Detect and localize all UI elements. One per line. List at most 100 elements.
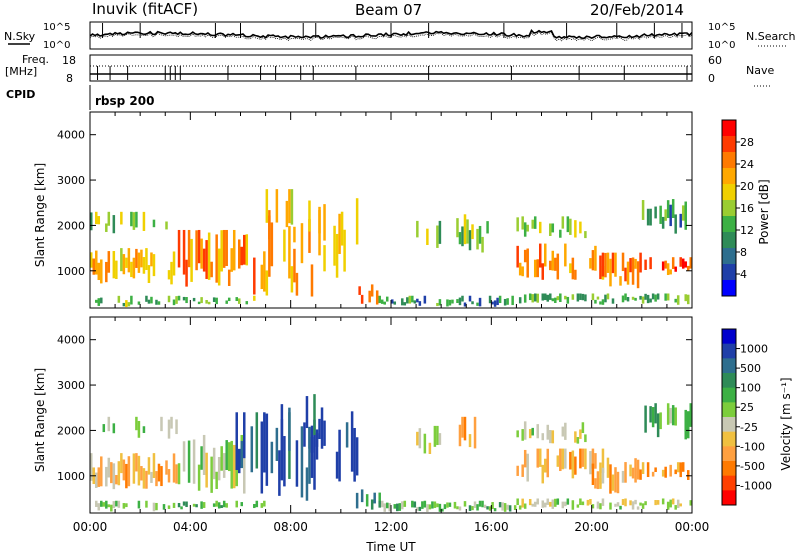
range-gate-cell [318, 418, 321, 440]
range-gate-cell [581, 448, 585, 467]
range-gate-cell [541, 433, 545, 441]
range-gate-cell [115, 260, 118, 280]
range-gate-cell [107, 211, 111, 226]
range-gate-cell [526, 453, 529, 482]
range-gate-cell [207, 232, 211, 280]
range-gate-cell [358, 286, 361, 295]
range-gate-cell [674, 214, 677, 234]
range-gate-cell [127, 248, 131, 273]
range-gate-cell [671, 257, 675, 269]
x-tick-label: 20:00 [574, 520, 609, 534]
range-gate-cell [476, 228, 479, 250]
range-gate-cell [676, 499, 680, 508]
range-gate-cell [556, 455, 560, 467]
range-gate-cell [526, 248, 529, 278]
range-gate-cell [110, 504, 113, 512]
range-gate-cell [624, 267, 627, 282]
range-gate-cell [225, 300, 228, 304]
range-gate-cell [443, 504, 447, 510]
x-tick-label: 00:00 [73, 520, 108, 534]
range-gate-cell [300, 426, 304, 498]
range-gate-cell [197, 229, 201, 264]
range-gate-cell [531, 294, 534, 303]
range-gate-cell [115, 475, 118, 485]
range-gate-cell [448, 299, 452, 306]
colorbar-frame [721, 328, 737, 506]
range-gate-cell [629, 464, 632, 477]
range-gate-cell [167, 270, 171, 280]
range-gate-cell [451, 299, 454, 304]
range-gate-cell [676, 462, 680, 473]
range-gate-cell [105, 500, 108, 509]
range-gate-cell [491, 502, 494, 510]
range-gate-cell [318, 206, 321, 256]
range-gate-cell [671, 498, 675, 505]
range-gate-cell [170, 261, 173, 285]
x-tick-label: 16:00 [474, 520, 509, 534]
range-gate-cell [323, 245, 326, 272]
range-gate-cell [370, 284, 374, 297]
range-gate-cell [644, 259, 647, 270]
range-gate-cell [142, 211, 146, 231]
nsearch-label: N.Search [746, 30, 796, 43]
power-ylabel: Slant Range [km] [33, 163, 47, 267]
colorbar-swatch [722, 264, 736, 281]
range-gate-cell [681, 205, 685, 221]
range-gate-cell [526, 224, 529, 232]
range-gate-cell [245, 301, 249, 305]
nsearch-tick-top: 10^5 [708, 22, 735, 33]
range-gate-cell [521, 464, 524, 477]
range-gate-cell [491, 301, 494, 305]
range-gate-cell [140, 466, 143, 481]
range-gate-cell [350, 411, 354, 472]
range-gate-cell [167, 505, 171, 509]
range-gate-cell [215, 500, 218, 507]
range-gate-cell [644, 293, 647, 300]
range-gate-cell [142, 468, 146, 489]
range-gate-cell [466, 219, 469, 244]
range-gate-cell [288, 226, 291, 279]
range-gate-cell [486, 506, 489, 510]
range-gate-cell [255, 412, 259, 469]
range-gate-cell [308, 200, 311, 232]
range-gate-cell [471, 506, 474, 511]
colorbar-tick-label: -100 [740, 440, 765, 453]
colorbar-swatch [722, 461, 736, 477]
range-gate-cell [436, 503, 439, 508]
range-gate-cell [463, 214, 467, 245]
range-gate-cell [433, 501, 437, 508]
range-gate-cell [523, 294, 527, 303]
power-colorbar: 28 24 20 16 12 8 4 [721, 119, 754, 297]
range-gate-cell [589, 451, 592, 475]
range-gate-cell [654, 403, 657, 424]
range-gate-cell [549, 223, 552, 236]
range-gate-cell [182, 229, 186, 275]
range-gate-cell [601, 448, 605, 473]
range-gate-cell [576, 293, 580, 302]
range-gate-cell [185, 259, 188, 287]
range-gate-cell [581, 293, 585, 301]
range-gate-cell [200, 446, 203, 470]
range-gate-cell [145, 295, 148, 302]
range-gate-cell [556, 296, 560, 301]
velocity-axes: 1000 2000 3000 4000 [57, 317, 693, 513]
range-gate-cell [195, 504, 198, 508]
cpid-value: rbsp 200 [95, 94, 154, 108]
range-gate-cell [222, 229, 226, 268]
range-gate-cell [335, 451, 339, 479]
range-gate-cell [541, 464, 545, 484]
range-gate-cell [398, 503, 402, 511]
range-gate-cell [378, 295, 381, 304]
range-gate-cell [523, 449, 527, 468]
range-gate-cell [506, 504, 509, 510]
range-gate-cell [97, 262, 101, 281]
range-gate-cell [426, 504, 429, 512]
range-gate-cell [132, 212, 136, 230]
range-gate-cell [438, 220, 442, 244]
range-gate-cell [132, 453, 136, 484]
velocity-ylabel: Slant Range [km] [33, 368, 47, 472]
range-gate-cell [95, 250, 98, 275]
range-gate-cell [200, 501, 203, 509]
range-gate-cell [541, 293, 545, 301]
range-gate-cell [634, 258, 637, 269]
